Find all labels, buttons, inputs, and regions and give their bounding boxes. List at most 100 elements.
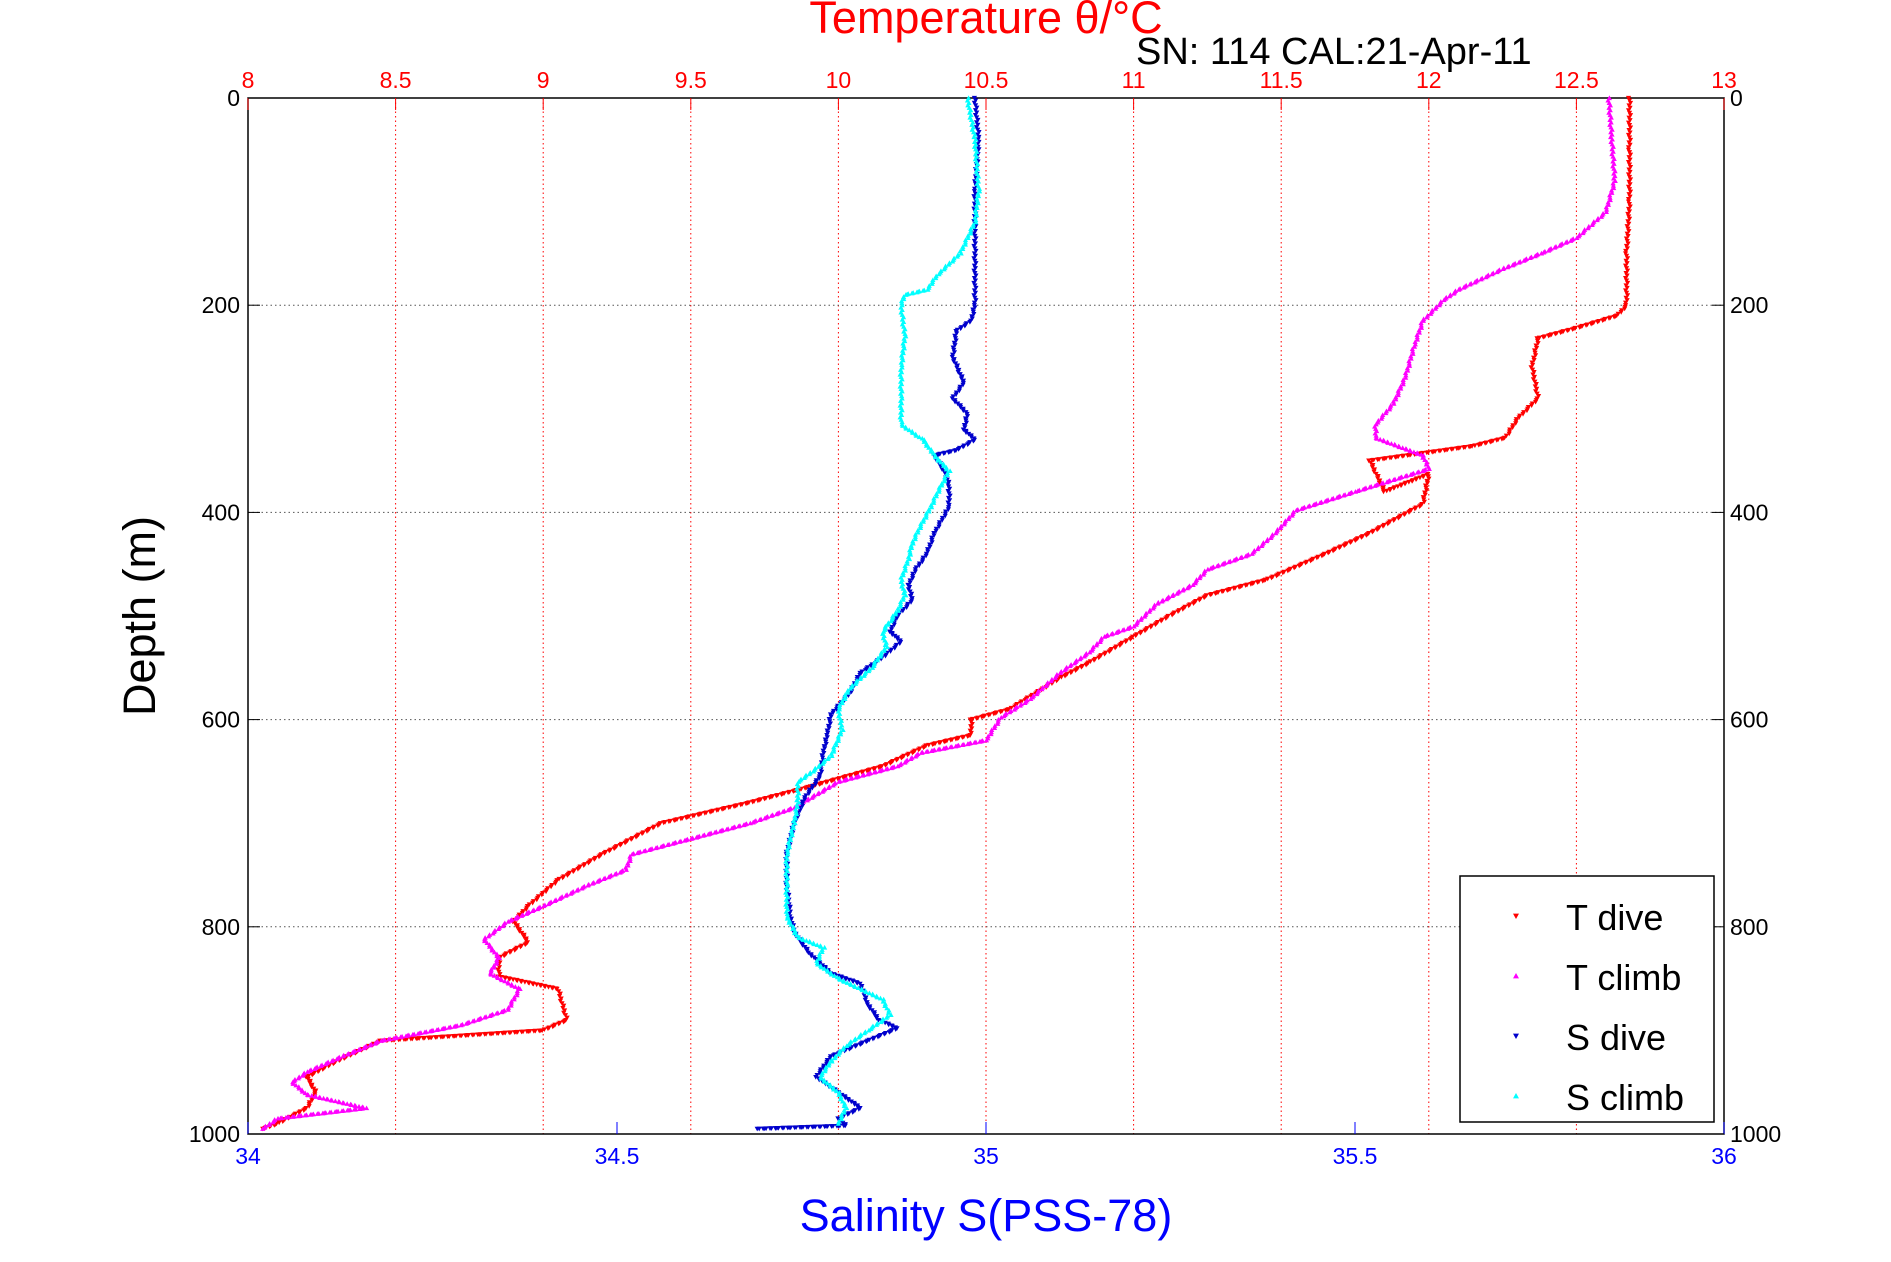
bottom-tick-label: 34.5	[595, 1143, 640, 1169]
data-point	[1594, 319, 1601, 325]
data-point	[1150, 605, 1156, 611]
data-point	[1627, 169, 1633, 175]
data-point	[1611, 314, 1617, 320]
data-point	[929, 748, 935, 753]
data-point	[841, 777, 847, 783]
data-point	[502, 978, 508, 984]
data-point	[1534, 386, 1540, 392]
data-point	[754, 1126, 760, 1132]
data-point	[852, 984, 858, 989]
data-point	[1441, 448, 1448, 453]
data-point	[707, 809, 713, 815]
data-point	[1424, 450, 1430, 456]
right-tick-label: 800	[1730, 914, 1768, 940]
data-point	[1424, 459, 1430, 465]
data-point	[1403, 480, 1409, 486]
data-point	[914, 289, 920, 295]
data-point	[341, 1100, 347, 1106]
data-point	[495, 975, 501, 980]
data-point	[552, 881, 558, 887]
data-point	[941, 746, 947, 751]
data-point	[1391, 485, 1398, 490]
data-point	[953, 338, 959, 344]
data-point	[1530, 355, 1537, 361]
data-point	[1624, 273, 1630, 279]
data-point	[972, 278, 979, 284]
data-point	[1499, 436, 1505, 442]
data-point	[873, 1022, 880, 1027]
data-point	[818, 964, 824, 970]
data-point	[438, 1034, 444, 1040]
data-point	[976, 130, 982, 135]
data-point	[786, 920, 792, 925]
data-point	[811, 941, 817, 947]
data-point	[971, 268, 977, 274]
data-point	[925, 287, 931, 292]
data-point	[975, 127, 981, 133]
data-point	[958, 250, 964, 256]
data-point	[859, 770, 865, 775]
data-point	[511, 996, 517, 1002]
data-point	[296, 1085, 302, 1091]
data-point	[973, 248, 979, 254]
data-point	[809, 785, 815, 791]
data-point	[870, 665, 876, 670]
data-point	[1625, 197, 1632, 202]
data-point	[719, 807, 725, 812]
data-point	[779, 1125, 785, 1131]
data-point	[943, 466, 950, 472]
data-point	[971, 243, 977, 249]
data-point	[1374, 436, 1380, 441]
data-point	[971, 189, 978, 194]
data-point	[882, 1003, 888, 1009]
data-point	[1529, 360, 1535, 366]
data-point	[314, 1111, 320, 1116]
data-point	[1113, 630, 1120, 635]
data-point	[900, 294, 907, 299]
data-point	[884, 644, 890, 650]
data-point	[1158, 618, 1164, 624]
data-point	[1623, 278, 1630, 284]
data-point	[1546, 333, 1552, 339]
data-point	[903, 592, 909, 598]
data-point	[773, 811, 780, 817]
data-point	[1583, 323, 1589, 328]
data-point	[991, 711, 997, 717]
data-point	[302, 1112, 308, 1118]
data-point	[1441, 297, 1447, 303]
data-point	[348, 1102, 355, 1107]
bottom-tick-label: 36	[1711, 1143, 1737, 1169]
data-point	[875, 655, 881, 661]
data-point	[828, 971, 834, 977]
data-point	[992, 723, 998, 728]
data-point	[1626, 110, 1633, 116]
data-point	[1416, 329, 1422, 335]
data-point	[968, 230, 974, 236]
data-point	[908, 543, 914, 548]
data-point	[1208, 565, 1214, 571]
data-point	[1391, 401, 1397, 406]
data-point	[1226, 559, 1232, 565]
data-point	[1146, 609, 1152, 614]
data-point	[972, 112, 979, 118]
data-point	[780, 809, 786, 814]
data-point	[968, 434, 974, 440]
data-point	[971, 263, 978, 269]
data-point	[1626, 214, 1632, 219]
data-point	[1594, 217, 1600, 223]
data-point	[928, 502, 934, 508]
data-point	[1052, 675, 1058, 680]
data-point	[344, 1101, 350, 1106]
data-point	[1057, 670, 1063, 676]
data-point	[819, 949, 825, 955]
data-point	[1028, 696, 1034, 701]
data-point	[785, 1125, 791, 1131]
data-point	[1482, 441, 1488, 446]
data-point	[344, 1051, 351, 1057]
data-point	[788, 922, 794, 927]
data-point	[885, 622, 891, 627]
data-point	[966, 431, 972, 437]
top-tick-label: 12	[1416, 67, 1442, 93]
data-point	[852, 681, 859, 686]
data-point	[570, 869, 576, 875]
